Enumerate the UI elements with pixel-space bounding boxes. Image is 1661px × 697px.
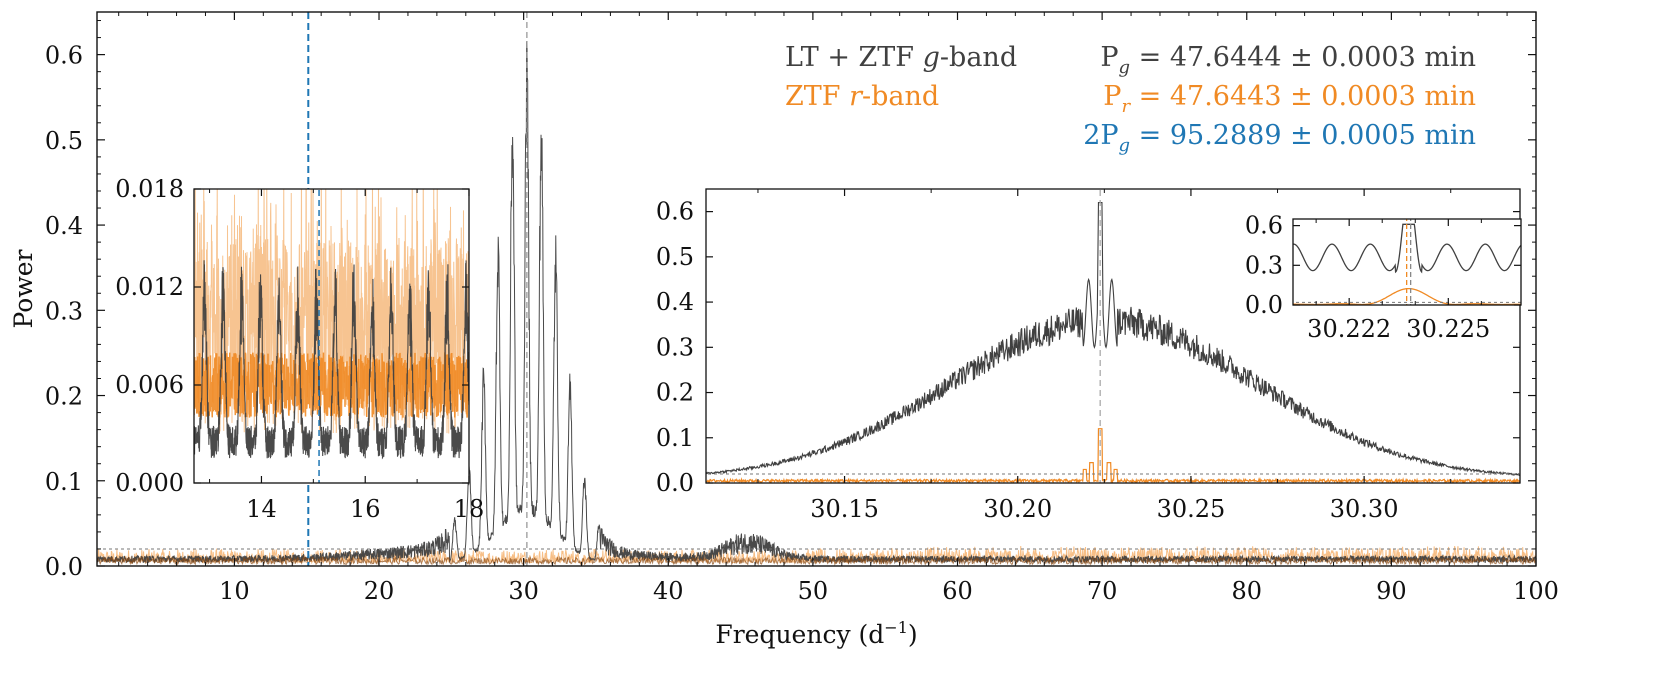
legend-entry-prefix: LT + ZTF (785, 42, 923, 73)
inset-frame-2 (1292, 218, 1522, 306)
period-label-1: Pr = 47.6443 ± 0.0003 min (1103, 81, 1476, 117)
main-axes-frame (96, 11, 1537, 567)
period-label-subscript: g (1119, 57, 1131, 78)
x-tick-label: 20 (364, 577, 395, 605)
x-tick-label: 90 (1376, 577, 1407, 605)
x-tick-label: 10 (219, 577, 250, 605)
inset-x-tick-label: 14 (246, 495, 277, 523)
inset-x-tick-label: 30.225 (1406, 315, 1490, 343)
legend-entry-r-band: ZTF r-band (785, 81, 939, 112)
x-tick-label: 70 (1087, 577, 1118, 605)
inset-y-tick-label: 0.5 (656, 243, 694, 271)
y-tick-label: 0.6 (45, 42, 83, 70)
inset-y-tick-label: 0.006 (115, 371, 184, 399)
x-tick-label: 40 (653, 577, 684, 605)
x-tick-label: 80 (1231, 577, 1262, 605)
inset-y-tick-label: 0.1 (656, 424, 694, 452)
inset-x-tick-label: 30.25 (1157, 495, 1226, 523)
period-label-2: 2Pg = 95.2889 ± 0.0005 min (1083, 120, 1476, 156)
period-label-value: = 95.2889 ± 0.0005 min (1130, 120, 1476, 151)
x-tick-label: 60 (942, 577, 973, 605)
period-label-symbol: P (1100, 42, 1118, 73)
x-axis-label-close: ) (908, 620, 918, 649)
inset-x-tick-label: 16 (350, 495, 381, 523)
inset-x-tick-label: 30.222 (1307, 315, 1391, 343)
r-band-floor-line (97, 555, 1536, 566)
y-axis-label: Power (9, 249, 38, 328)
period-label-subscript: g (1119, 135, 1131, 156)
legend-entry-band: g (923, 42, 940, 73)
x-tick-label: 50 (798, 577, 829, 605)
x-axis-label: Frequency (d−1) (715, 618, 917, 649)
inset-y-tick-label: 0.3 (1245, 251, 1283, 279)
inset-zoom-r-band-line (706, 428, 1520, 483)
x-axis-label-main: Frequency (d (715, 620, 884, 649)
inset-x-tick-label: 30.20 (983, 495, 1052, 523)
g-band-main-line (97, 41, 1536, 565)
y-tick-label: 0.1 (45, 468, 83, 496)
x-tick-label: 100 (1513, 577, 1559, 605)
inset-frame-1 (705, 188, 1521, 484)
inset-y-tick-label: 0.6 (1245, 212, 1283, 240)
inset-plot-area-0 (194, 189, 469, 483)
legend-entry-band: r (849, 81, 864, 112)
inset-y-tick-label: 0.6 (656, 198, 694, 226)
y-tick-label: 0.5 (45, 127, 83, 155)
legend-entry-prefix: ZTF (785, 81, 849, 112)
inset-low-r-band-line (194, 189, 469, 434)
y-tick-label: 0.0 (45, 553, 83, 581)
inset-y-tick-label: 0.0 (1245, 291, 1283, 319)
legend-entry-g-band: LT + ZTF g-band (785, 42, 1017, 73)
x-tick-label: 30 (508, 577, 539, 605)
inset-y-tick-label: 0.3 (656, 333, 694, 361)
x-axis-label-sup: −1 (884, 618, 908, 637)
period-label-0: Pg = 47.6444 ± 0.0003 min (1100, 42, 1476, 78)
inset-y-tick-label: 0.0 (656, 469, 694, 497)
inset-zoom-g-band-line (706, 202, 1520, 476)
period-label-subscript: r (1121, 96, 1131, 117)
period-label-value: = 47.6444 ± 0.0003 min (1130, 42, 1476, 73)
inset-x-tick-label: 30.30 (1330, 495, 1399, 523)
y-tick-label: 0.2 (45, 383, 83, 411)
period-label-value: = 47.6443 ± 0.0003 min (1130, 81, 1476, 112)
inset-x-tick-label: 30.15 (810, 495, 879, 523)
inset-y-tick-label: 0.2 (656, 379, 694, 407)
inset-y-tick-label: 0.018 (115, 175, 184, 203)
legend-entry-suffix: -band (862, 81, 939, 112)
period-label-symbol: P (1103, 81, 1121, 112)
inset-y-tick-label: 0.000 (115, 469, 184, 497)
y-tick-label: 0.3 (45, 297, 83, 325)
period-label-symbol: 2P (1083, 120, 1118, 151)
inset-x-tick-label: 18 (454, 495, 485, 523)
inset-y-tick-label: 0.012 (115, 273, 184, 301)
legend-entry-suffix: -band (940, 42, 1017, 73)
inset-low-g-band-line (194, 260, 469, 460)
inset-y-tick-label: 0.4 (656, 288, 694, 316)
y-tick-label: 0.4 (45, 212, 83, 240)
inset-frame-0 (193, 188, 470, 484)
